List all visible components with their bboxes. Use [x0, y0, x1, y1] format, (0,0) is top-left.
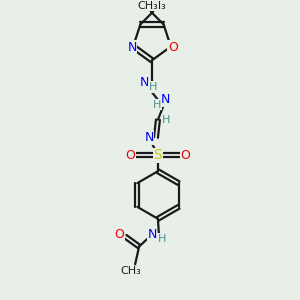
Text: CH₃: CH₃ — [146, 1, 166, 10]
Text: N: N — [140, 76, 149, 88]
Text: CH₃: CH₃ — [121, 266, 142, 276]
Text: H: H — [153, 100, 161, 110]
Text: N: N — [147, 228, 157, 241]
Text: N: N — [161, 93, 170, 106]
Text: O: O — [181, 149, 190, 162]
Text: S: S — [154, 148, 162, 162]
Text: CH₃: CH₃ — [137, 1, 158, 10]
Text: O: O — [125, 149, 135, 162]
Text: H: H — [162, 115, 170, 125]
Text: N: N — [128, 41, 137, 54]
Text: H: H — [149, 82, 157, 92]
Text: O: O — [168, 41, 178, 54]
Text: N: N — [144, 131, 154, 144]
Text: H: H — [158, 234, 166, 244]
Text: O: O — [114, 228, 124, 241]
